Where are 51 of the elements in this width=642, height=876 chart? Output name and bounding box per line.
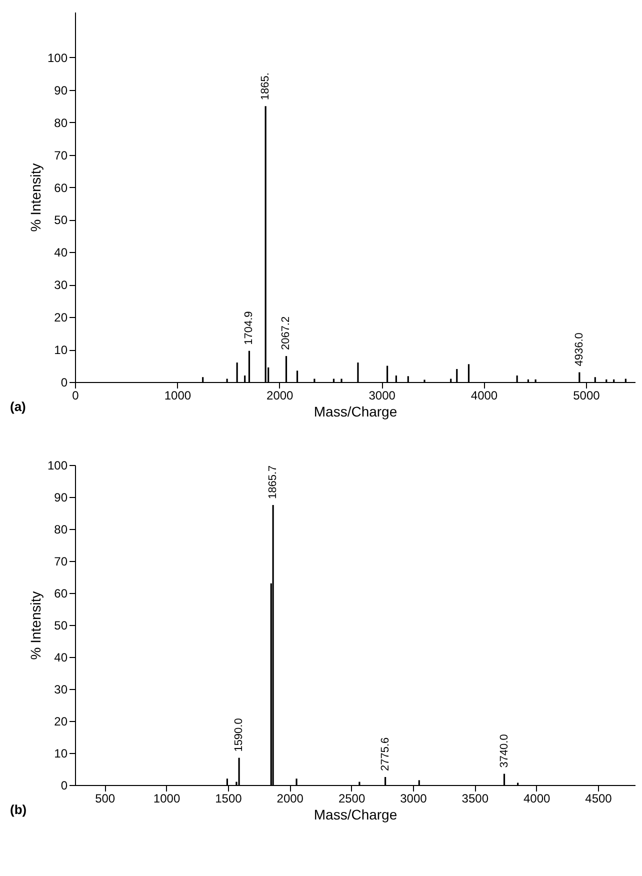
y-tick-label: 50 [54,618,68,632]
y-tick-label: 70 [54,148,68,162]
text: (b) [10,802,27,817]
y-tick-label: 60 [54,180,68,195]
y-tick-label: 10 [54,746,68,760]
annotation: 4936.0 [573,332,586,366]
annotation: 1865.7 [267,465,280,499]
y-tick-label: 70 [54,554,68,568]
y-tick-label: 10 [54,343,68,358]
y-tick-label: 100 [47,458,68,472]
x-tick-label: 4000 [470,388,498,402]
x-tick-label: 1000 [164,388,192,402]
y-tick-label: 60 [54,586,68,600]
y-tick-label: 30 [54,278,68,292]
y-tick-label: 100 [47,50,68,65]
y-tick-label: 90 [54,490,68,504]
annotation: 1865. [260,72,272,100]
y-tick-label: 90 [54,83,68,98]
x-tick-label: 3500 [462,792,489,806]
y-tick-label: 80 [54,116,68,130]
x-tick-label: 4000 [523,792,550,806]
x-tick-label: 1000 [153,792,180,806]
x-tick-label: 4500 [585,792,612,806]
annotation: 1590.0 [233,718,246,752]
x-axis-title: Mass/Charge [314,404,398,420]
x-tick-label: 2000 [276,792,304,806]
y-tick-label: 20 [54,310,68,325]
x-tick-label: 3000 [400,792,428,806]
annotation: 2067.2 [280,316,292,350]
x-tick-label: 5000 [573,388,600,402]
y-tick-label: 0 [60,778,68,792]
y-tick-label: 30 [54,682,68,696]
y-tick-label: 0 [60,376,68,390]
x-tick-label: 2000 [266,388,294,402]
x-tick-label: 1500 [215,792,242,806]
y-tick-label: 80 [54,522,68,536]
text: (a) [10,399,26,414]
x-tick-label: 2500 [338,792,366,806]
annotation: 3740.0 [498,734,510,768]
annotation: 1704.9 [243,311,256,345]
x-axis-title: Mass/Charge [314,806,398,822]
y-tick-label: 40 [54,650,68,664]
x-tick-label: 500 [95,792,116,806]
x-tick-label: 0 [72,388,80,402]
y-axis-title: % Intensity [27,591,44,660]
y-tick-label: 20 [54,714,68,728]
annotation: 2775.6 [379,737,392,771]
y-axis-title: % Intensity [27,163,44,232]
y-tick-label: 50 [54,213,68,228]
y-tick-label: 40 [54,246,68,260]
x-tick-label: 3000 [368,388,396,402]
